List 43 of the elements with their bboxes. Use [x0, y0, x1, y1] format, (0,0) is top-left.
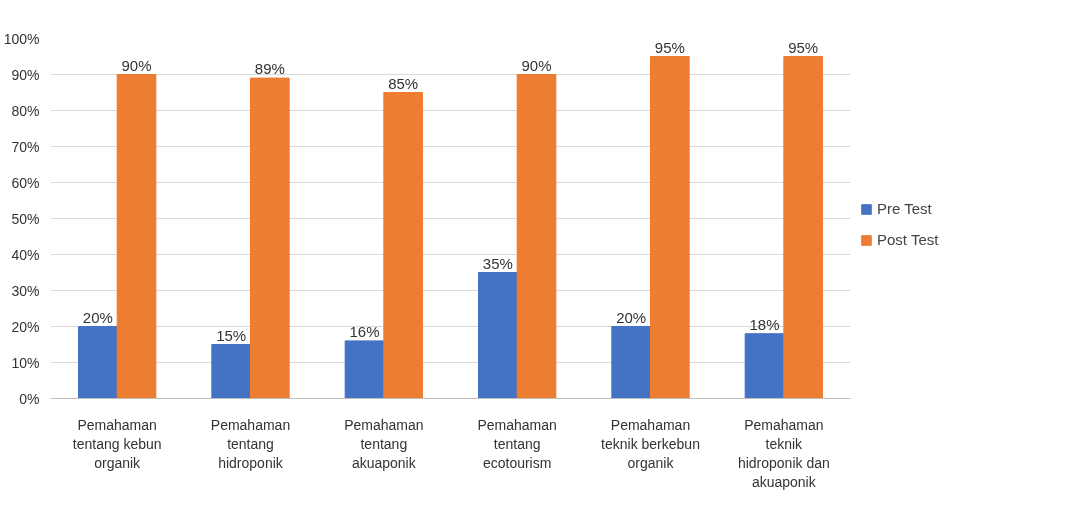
bar: [650, 56, 690, 399]
y-tick-label: 50%: [11, 210, 40, 227]
data-label: 90%: [121, 56, 152, 74]
x-tick-label: Pemahaman tentang hidroponik: [210, 416, 291, 471]
bar: [211, 344, 251, 399]
x-tick-label: Pemahaman teknik berkebun organik: [601, 416, 700, 471]
y-tick-label: 40%: [11, 246, 40, 263]
data-label: 20%: [82, 308, 113, 326]
y-tick-label: 80%: [11, 102, 40, 119]
data-label: 35%: [482, 254, 513, 272]
data-label: 90%: [521, 56, 552, 74]
bar: [78, 326, 118, 399]
y-tick-label: 100%: [3, 30, 40, 47]
data-label: 16%: [349, 322, 380, 340]
data-label: 18%: [749, 315, 780, 333]
y-tick-label: 90%: [11, 66, 40, 83]
legend-label: Post Test: [877, 231, 939, 248]
data-label: 85%: [388, 74, 419, 92]
bar: [611, 326, 651, 399]
data-label: 20%: [616, 308, 647, 326]
y-tick-label: 30%: [11, 282, 40, 299]
y-tick-label: 0%: [19, 390, 40, 407]
y-tick-label: 20%: [11, 318, 40, 335]
data-label: 89%: [254, 60, 285, 78]
bar: [478, 272, 518, 399]
legend-label: Pre Test: [877, 200, 932, 217]
bar: [783, 56, 823, 399]
y-tick-label: 60%: [11, 174, 40, 191]
y-tick-label: 70%: [11, 138, 40, 155]
x-tick-label: Pemahaman tentang ecotourism: [477, 416, 557, 471]
x-tick-label: Pemahaman tentang akuaponik: [344, 416, 424, 471]
bar: [383, 92, 423, 399]
x-tick-label: Pemahaman teknik hidroponik dan akuaponik: [737, 416, 830, 491]
x-tick-label: Pemahaman tentang kebun organik: [72, 416, 162, 471]
bar: [250, 77, 290, 399]
data-label: 15%: [216, 326, 247, 344]
bar: [116, 74, 157, 399]
bar: [344, 340, 385, 399]
data-label: 95%: [654, 38, 685, 56]
bar: [744, 333, 785, 399]
bar: [516, 74, 557, 399]
data-label: 95%: [788, 38, 819, 56]
y-tick-label: 10%: [11, 354, 40, 371]
